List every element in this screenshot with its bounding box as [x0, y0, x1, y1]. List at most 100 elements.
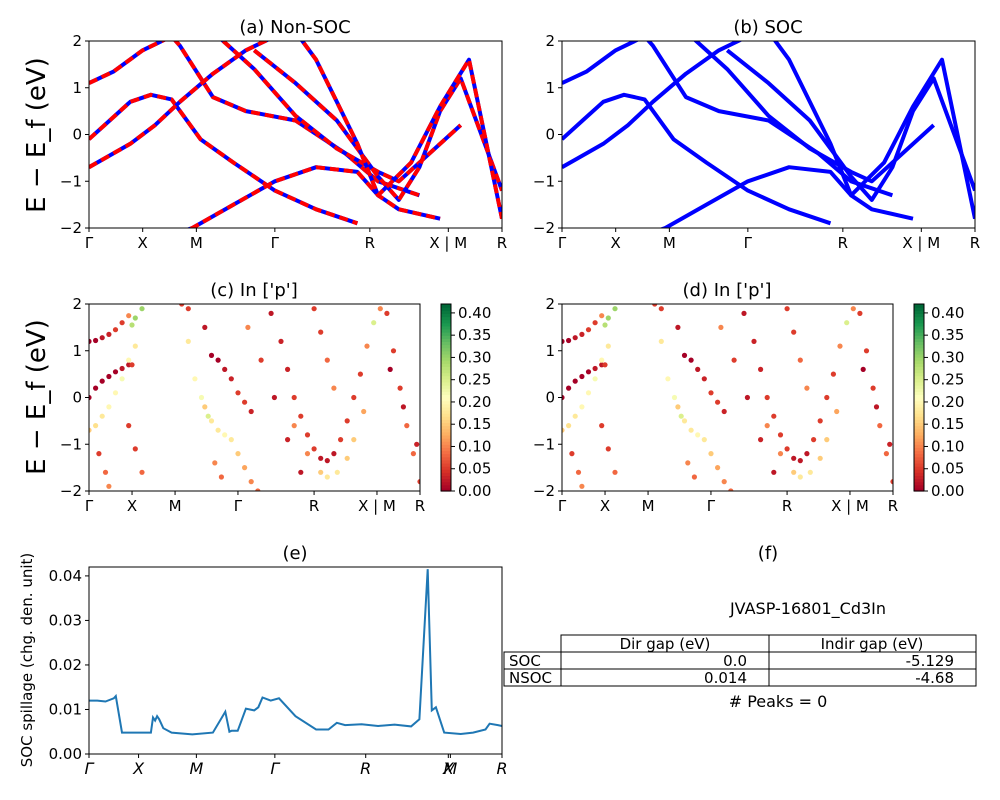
- panel-d-point: [797, 357, 803, 363]
- panel-c-point: [334, 469, 340, 475]
- colorbar-d-tick-label: 0.40: [931, 304, 964, 322]
- panel-b-bands: −2 −1 0 1 2 Γ X M Γ R X | M R: [533, 32, 980, 252]
- panel-d-point: [844, 320, 850, 326]
- colorbar-d-segment: [914, 391, 924, 395]
- panel-d-point: [883, 451, 890, 457]
- panel-c-point: [410, 451, 416, 457]
- colorbar-c-segment: [441, 344, 451, 349]
- panel-d-point: [688, 427, 694, 433]
- panel-d-point: [731, 357, 737, 363]
- panel-d-point: [695, 432, 701, 438]
- panel-c-point: [331, 385, 337, 391]
- panel-c-point: [357, 371, 363, 377]
- colorbar-d-tick-label: 0.15: [931, 415, 964, 433]
- panel-c-point: [93, 385, 99, 391]
- colorbar-d-segment: [914, 363, 924, 367]
- colorbar-d-segment: [914, 353, 924, 358]
- panel-d-point: [579, 373, 585, 380]
- panel-e-ytick-label: 0.02: [49, 656, 82, 674]
- panel-d-point: [691, 474, 698, 480]
- panel-c-point: [390, 348, 397, 354]
- panel-d-point: [599, 423, 605, 429]
- panel-c-point: [304, 451, 311, 457]
- panel-b-xtick-label: M: [663, 234, 676, 252]
- panel-d-point: [658, 338, 664, 344]
- colorbar-d-segment: [914, 319, 924, 324]
- panel-c-point: [371, 320, 377, 326]
- panel-c-point: [185, 306, 191, 312]
- colorbar-d-segment: [914, 369, 924, 374]
- panel-d-point: [751, 338, 757, 344]
- colorbar-c-segment: [441, 353, 451, 358]
- colorbar-d-segment: [914, 347, 924, 352]
- table-row-soc-dir: 0.0: [723, 652, 747, 670]
- panel-d-point: [784, 446, 790, 452]
- colorbar-c-segment: [441, 304, 451, 308]
- panel-d-title: (d) In ['p']: [683, 280, 772, 301]
- colorbar-c-segment: [441, 338, 451, 342]
- panel-c-point: [222, 432, 228, 438]
- panel-d-ytick-label: −1: [533, 435, 555, 453]
- panel-a-ytick-label: 0: [72, 126, 82, 144]
- panel-d-point: [572, 335, 578, 341]
- panel-d-point: [701, 437, 707, 443]
- panel-c-point: [324, 458, 330, 464]
- panel-e-ytick-label: 0.04: [49, 567, 82, 585]
- colorbar-d-segment: [914, 366, 924, 371]
- panel-b-xtick-label: R: [838, 234, 848, 252]
- panel-c-point: [106, 404, 112, 410]
- panel-d-point: [771, 413, 777, 419]
- colorbar-d-segment: [914, 394, 924, 399]
- panel-c-point: [139, 469, 145, 475]
- panel-d-point: [890, 479, 893, 485]
- colorbar-c-segment: [441, 403, 451, 408]
- panel-b-band-5: [725, 48, 975, 202]
- panel-c-point: [271, 394, 277, 401]
- panel-d-point: [708, 451, 714, 457]
- panel-c-ytick-label: 0: [72, 389, 82, 407]
- panel-b-band-3: [659, 165, 914, 228]
- ylabel-middle: E − E_f (eV): [22, 319, 52, 475]
- colorbar-d-segment: [914, 338, 924, 342]
- colorbar-d-segment: [914, 328, 924, 333]
- colorbar-d-tick-label: 0.30: [931, 348, 964, 366]
- panel-c-xtick-label: X: [127, 497, 137, 515]
- colorbar-c-segment: [441, 372, 451, 377]
- panel-e-spillage: 0.000.010.020.030.04Γ X M Γ R XM R: [49, 566, 508, 778]
- panel-c-point: [222, 366, 228, 372]
- panel-d-point: [764, 423, 770, 429]
- panel-c-xtick-label: X | M: [358, 497, 396, 515]
- panel-c-point: [205, 413, 211, 419]
- colorbar-d-segment: [914, 438, 924, 442]
- table-row-nsoc-dir: 0.014: [704, 669, 747, 687]
- colorbar-c-segment: [441, 475, 451, 480]
- panel-d-point: [562, 427, 565, 433]
- colorbar-c-segment: [441, 394, 451, 399]
- panel-d-xtick-label: Γ: [707, 497, 716, 515]
- colorbar-d-segment: [914, 416, 924, 420]
- panel-c-xtick-label: Γ: [234, 497, 243, 515]
- colorbar-c-tick-label: 0.15: [458, 415, 491, 433]
- panel-d-ytick-label: 1: [545, 342, 555, 360]
- panel-d-point: [715, 399, 721, 405]
- colorbar-c-tick-label: 0.40: [458, 304, 491, 322]
- panel-d-point: [678, 413, 684, 419]
- colorbar-d-segment: [914, 385, 924, 389]
- colorbar-c-segment: [441, 484, 451, 489]
- colorbar-c-segment: [441, 419, 451, 424]
- panel-c-point: [414, 441, 420, 447]
- panel-c-point: [318, 329, 324, 335]
- colorbar-c-tick-label: 0.05: [458, 460, 491, 478]
- panel-d-point: [877, 423, 883, 429]
- panel-d-point: [572, 378, 578, 384]
- panel-e-xtick-label: Γ: [270, 759, 280, 778]
- panel-d-point: [741, 310, 747, 316]
- panel-d-point: [701, 376, 707, 382]
- panel-d-point: [569, 451, 575, 457]
- panel-c-point: [129, 322, 135, 328]
- panel-c-frame: [88, 303, 421, 492]
- panel-d-point: [566, 337, 572, 344]
- panel-c-point: [192, 376, 198, 382]
- colorbar-d-segment: [914, 447, 924, 452]
- panel-c-point: [377, 306, 383, 312]
